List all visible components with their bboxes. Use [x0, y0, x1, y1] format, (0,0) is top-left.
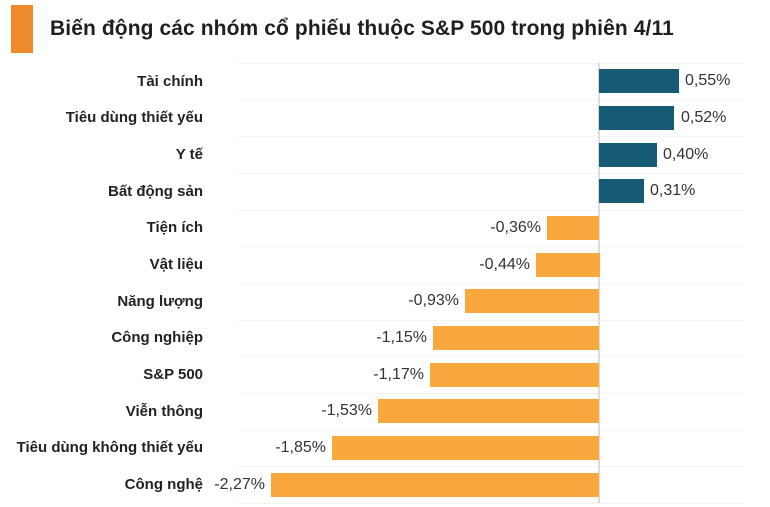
negative-bar — [271, 473, 599, 497]
value-label: -1,85% — [275, 438, 326, 456]
category-label: Công nghệ — [124, 476, 203, 494]
negative-bar — [433, 326, 599, 350]
positive-bar — [599, 69, 679, 93]
row-gridline — [238, 320, 744, 321]
category-label: Y tế — [175, 146, 203, 164]
category-label: S&P 500 — [143, 366, 203, 384]
category-label: Tiêu dùng không thiết yếu — [16, 439, 203, 457]
value-label: -1,15% — [376, 328, 427, 346]
value-label: -0,36% — [490, 218, 541, 236]
category-label: Tiêu dùng thiết yếu — [65, 109, 203, 127]
negative-bar — [430, 363, 599, 387]
category-label: Viễn thông — [125, 402, 203, 420]
zero-axis-line — [598, 63, 600, 503]
chart-title: Biến động các nhóm cổ phiếu thuộc S&P 50… — [50, 17, 674, 40]
row-gridline — [238, 430, 744, 431]
row-gridline — [238, 136, 744, 137]
row-gridline — [238, 246, 744, 247]
row-gridline — [238, 466, 744, 467]
category-label: Tiện ích — [146, 219, 203, 237]
row-gridline — [238, 63, 744, 64]
value-label: 0,52% — [681, 108, 727, 126]
value-label: -0,44% — [479, 255, 530, 273]
category-label: Tài chính — [137, 72, 203, 90]
category-label: Năng lượng — [117, 292, 203, 310]
negative-bar — [536, 253, 600, 277]
value-label: 0,40% — [663, 145, 709, 163]
row-gridline — [238, 100, 744, 101]
row-gridline — [238, 393, 744, 394]
row-gridline — [238, 173, 744, 174]
positive-bar — [599, 179, 644, 203]
row-gridline — [238, 283, 744, 284]
value-label: -1,53% — [321, 402, 372, 420]
negative-bar — [332, 436, 599, 460]
bar-chart: Tài chính 0,55% Tiêu dùng thiết yếu 0,52% Y … — [0, 63, 770, 504]
negative-bar — [378, 399, 599, 423]
positive-bar — [599, 106, 674, 130]
row-gridline — [238, 356, 744, 357]
title-marker-icon — [11, 5, 33, 53]
negative-bar — [465, 289, 599, 313]
value-label: 0,31% — [650, 182, 696, 200]
negative-bar — [547, 216, 599, 240]
value-label: -1,17% — [373, 365, 424, 383]
category-label: Vật liệu — [149, 256, 203, 274]
chart-header: Biến động các nhóm cổ phiếu thuộc S&P 50… — [11, 5, 674, 53]
value-label: 0,55% — [685, 72, 731, 90]
value-label: -2,27% — [214, 475, 265, 493]
value-label: -0,93% — [408, 292, 459, 310]
positive-bar — [599, 143, 657, 167]
row-gridline — [238, 503, 744, 504]
category-label: Công nghiệp — [111, 329, 203, 347]
row-gridline — [238, 210, 744, 211]
category-label: Bất động sản — [107, 182, 203, 200]
